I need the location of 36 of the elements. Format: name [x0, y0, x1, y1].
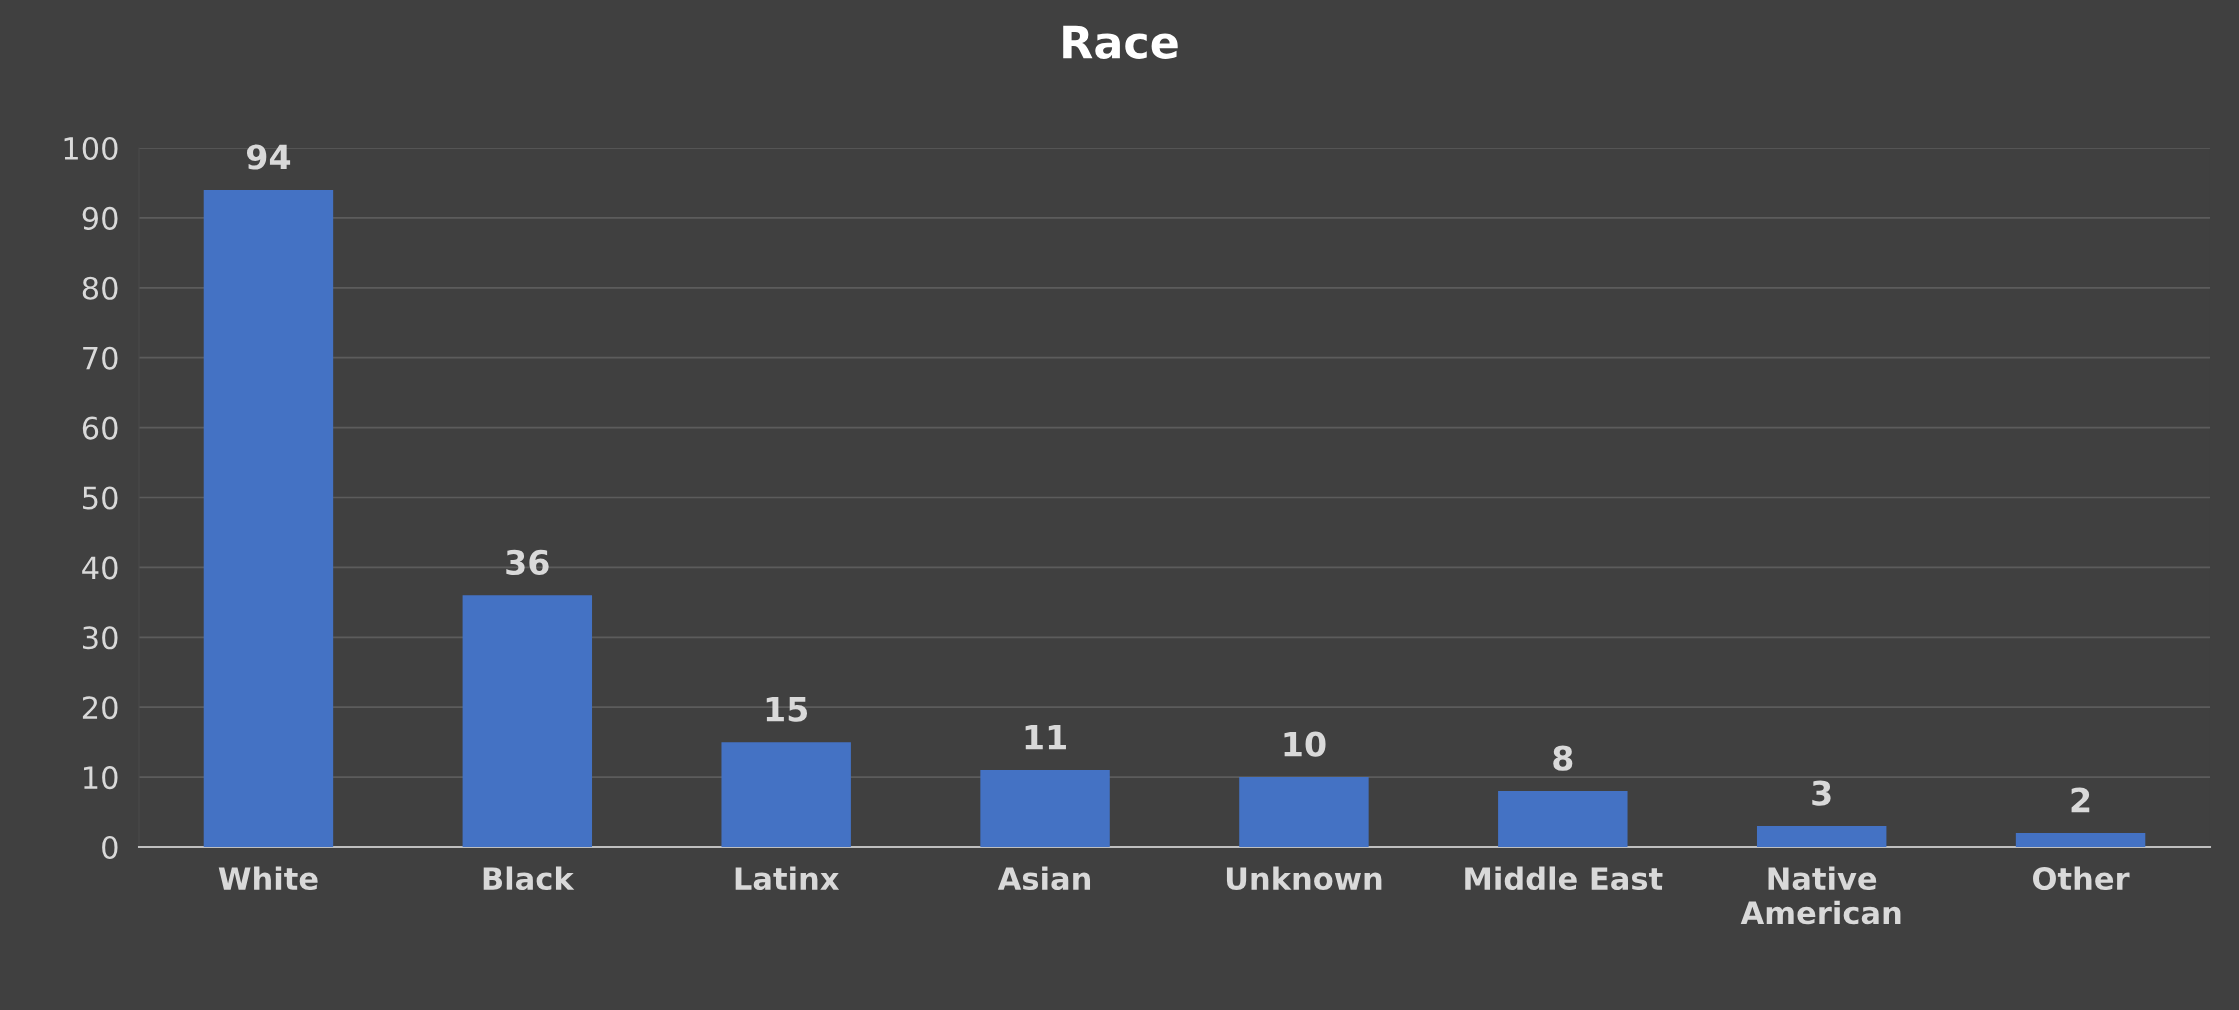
- x-tick-label: Other: [2033, 866, 2130, 891]
- y-tick-label: 90: [82, 206, 118, 230]
- x-tick-label: Native American: [1740, 866, 1901, 925]
- x-tick-label: Middle East: [1465, 866, 1663, 891]
- bar: [1239, 777, 1369, 847]
- data-label: 36: [506, 549, 549, 576]
- bar: [2015, 833, 2146, 847]
- y-tick-label: 70: [83, 346, 118, 370]
- data-label: 3: [1812, 780, 1831, 806]
- y-tick-label: 40: [82, 556, 118, 580]
- x-tick-label: Latinx: [735, 866, 840, 891]
- data-label: 94: [246, 144, 291, 170]
- data-label: 8: [1553, 745, 1573, 771]
- data-label: 15: [766, 697, 808, 722]
- x-tick-label: White: [218, 866, 318, 891]
- y-tick-label: 30: [83, 626, 118, 650]
- bar: [462, 595, 593, 847]
- y-tick-label: 50: [83, 486, 118, 510]
- y-tick-label: 0: [102, 835, 118, 860]
- x-tick-label: Unknown: [1226, 866, 1382, 891]
- bar: [203, 189, 334, 847]
- chart-title: Race: [1063, 25, 1178, 59]
- y-tick-label: 100: [64, 136, 118, 161]
- bar: [721, 742, 851, 847]
- data-label: 2: [2071, 787, 2090, 813]
- y-tick-label: 10: [84, 766, 118, 790]
- data-label: 10: [1284, 731, 1326, 757]
- x-tick-label: Black: [483, 866, 575, 891]
- bar: [1756, 826, 1887, 847]
- x-tick-label: Asian: [997, 866, 1091, 891]
- data-label: 11: [1025, 724, 1066, 750]
- y-tick-label: 60: [82, 416, 118, 440]
- bar: [1498, 791, 1628, 847]
- bar: [980, 770, 1110, 847]
- y-tick-label: 80: [82, 276, 118, 300]
- y-tick-label: 20: [82, 696, 118, 720]
